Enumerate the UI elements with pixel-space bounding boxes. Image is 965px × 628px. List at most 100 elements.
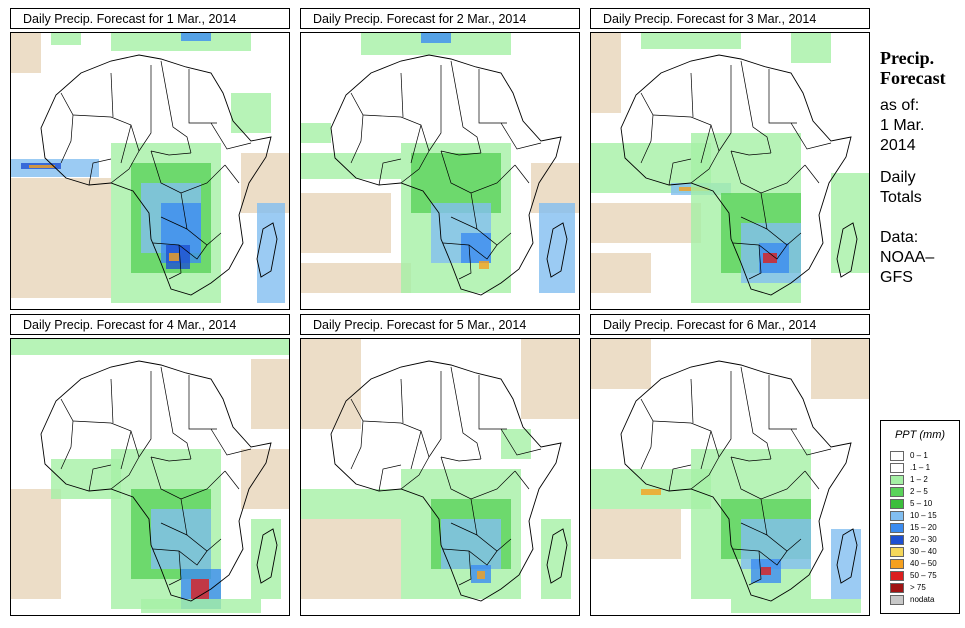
panel-title: Daily Precip. Forecast for 6 Mar., 2014 xyxy=(590,314,870,335)
country-border xyxy=(188,375,217,430)
precip-area xyxy=(191,579,209,599)
country-border xyxy=(160,216,188,230)
country-border xyxy=(440,456,482,462)
precip-map xyxy=(300,32,580,310)
precip-map xyxy=(590,338,870,616)
legend-label: 40 – 50 xyxy=(910,559,937,568)
country-border xyxy=(790,428,832,456)
country-border xyxy=(110,150,140,184)
country-border xyxy=(700,430,712,470)
country-border xyxy=(500,428,542,456)
country-border xyxy=(668,464,692,492)
country-border xyxy=(732,548,788,566)
precip-area xyxy=(479,261,489,269)
country-border xyxy=(718,371,732,458)
madagascar-coastline xyxy=(546,528,568,584)
legend-item: 40 – 50 xyxy=(890,559,956,570)
precip-area xyxy=(831,529,861,599)
precip-area xyxy=(111,33,251,51)
legend-label: 2 – 5 xyxy=(910,487,928,496)
precip-area xyxy=(763,253,777,263)
precip-area xyxy=(301,489,401,519)
country-border xyxy=(224,470,240,490)
map-canvas xyxy=(591,33,869,303)
legend-swatch xyxy=(890,499,904,509)
country-border xyxy=(732,242,788,260)
country-border xyxy=(668,158,692,186)
dry-zone xyxy=(11,178,111,298)
sidebar-asof: as of: 1 Mar. 2014 xyxy=(880,96,924,156)
sidebar-title-line2: Forecast xyxy=(880,68,946,88)
legend-swatch xyxy=(890,571,904,581)
precip-area xyxy=(181,33,211,41)
dry-zone xyxy=(811,339,869,399)
precip-area xyxy=(231,93,271,133)
dry-zone xyxy=(521,339,579,419)
precip-area xyxy=(151,509,211,569)
country-border xyxy=(180,498,222,552)
country-border xyxy=(110,72,114,118)
legend-item: 30 – 40 xyxy=(890,547,956,558)
country-border xyxy=(378,158,402,186)
country-border xyxy=(224,164,240,184)
country-border xyxy=(748,244,762,280)
country-border xyxy=(690,378,694,424)
country-border xyxy=(730,456,772,462)
country-border xyxy=(442,548,498,566)
data-line1: Data: xyxy=(880,229,919,246)
dry-zone xyxy=(301,339,361,429)
country-border xyxy=(500,122,542,150)
legend-label: 20 – 30 xyxy=(910,535,937,544)
dry-zone xyxy=(11,489,61,599)
precip-map xyxy=(590,32,870,310)
country-border xyxy=(740,522,768,536)
country-border xyxy=(730,150,772,156)
legend-item: > 75 xyxy=(890,583,956,594)
forecast-panel-1: Daily Precip. Forecast for 1 Mar., 2014 xyxy=(10,8,292,310)
data-line2: NOAA– xyxy=(880,249,935,266)
country-border xyxy=(110,456,140,490)
panel-title: Daily Precip. Forecast for 1 Mar., 2014 xyxy=(10,8,290,29)
country-border xyxy=(350,398,364,470)
country-border xyxy=(768,375,797,430)
country-border xyxy=(652,114,720,152)
legend-label: 5 – 10 xyxy=(910,499,933,508)
country-border xyxy=(740,366,772,460)
forecast-panel-2: Daily Precip. Forecast for 2 Mar., 2014 xyxy=(300,8,582,310)
country-border xyxy=(180,192,222,246)
data-line3: GFS xyxy=(880,269,913,286)
dry-zone xyxy=(591,203,701,243)
country-border xyxy=(120,124,132,164)
country-border xyxy=(428,65,442,152)
legend-label: > 75 xyxy=(910,583,926,592)
legend-label: 15 – 20 xyxy=(910,523,937,532)
map-canvas xyxy=(301,339,579,602)
precip-area xyxy=(51,33,81,45)
panel-title: Daily Precip. Forecast for 2 Mar., 2014 xyxy=(300,8,580,29)
country-border xyxy=(690,72,694,118)
precip-area xyxy=(539,203,575,293)
legend-item: 1 – 2 xyxy=(890,475,956,486)
precip-area xyxy=(477,571,485,579)
country-border xyxy=(760,498,802,552)
precip-area xyxy=(761,567,771,575)
forecast-panel-6: Daily Precip. Forecast for 6 Mar., 2014 xyxy=(590,314,872,616)
country-border xyxy=(440,150,482,156)
country-border xyxy=(400,456,430,490)
dry-zone xyxy=(301,263,411,293)
madagascar-coastline xyxy=(256,528,278,584)
madagascar-coastline xyxy=(836,528,858,584)
precip-area xyxy=(301,123,331,143)
madagascar-coastline xyxy=(836,222,858,278)
country-border xyxy=(150,150,192,156)
map-canvas xyxy=(591,339,869,613)
precip-area xyxy=(169,253,179,261)
sidebar-totals: Daily Totals xyxy=(880,168,922,208)
country-border xyxy=(740,60,772,154)
legend-item: .1 – 1 xyxy=(890,463,956,474)
legend-swatch xyxy=(890,523,904,533)
country-border xyxy=(160,366,192,460)
country-border xyxy=(458,244,472,280)
legend-item: 15 – 20 xyxy=(890,523,956,534)
asof-date-line1: 1 Mar. xyxy=(880,117,925,134)
